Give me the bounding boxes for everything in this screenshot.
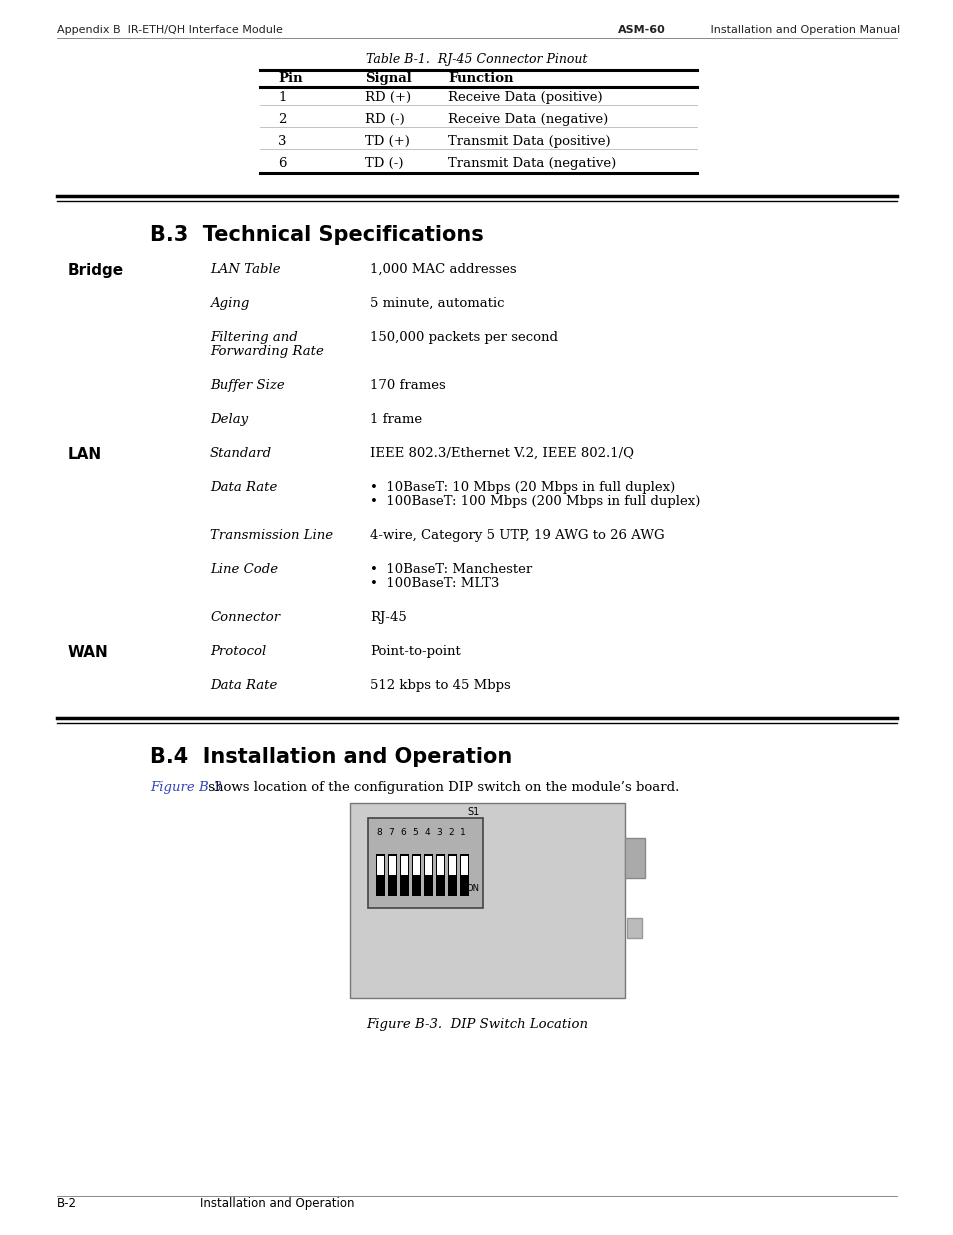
Text: S1: S1 <box>467 806 479 818</box>
Bar <box>389 856 395 876</box>
Text: Signal: Signal <box>365 72 412 85</box>
Bar <box>376 856 384 876</box>
Text: 6: 6 <box>277 157 286 170</box>
Text: Bridge: Bridge <box>68 263 124 278</box>
Text: B-2: B-2 <box>57 1197 77 1210</box>
Text: •  100BaseT: 100 Mbps (200 Mbps in full duplex): • 100BaseT: 100 Mbps (200 Mbps in full d… <box>370 495 700 508</box>
Text: 150,000 packets per second: 150,000 packets per second <box>370 331 558 345</box>
Text: LAN Table: LAN Table <box>210 263 280 275</box>
Text: 2: 2 <box>277 112 286 126</box>
Text: TD (-): TD (-) <box>365 157 403 170</box>
Text: Data Rate: Data Rate <box>210 480 277 494</box>
Bar <box>448 853 456 897</box>
Bar <box>436 856 443 876</box>
Bar <box>413 856 419 876</box>
Text: ASM-60: ASM-60 <box>618 25 665 35</box>
Bar <box>388 853 396 897</box>
Text: Point-to-point: Point-to-point <box>370 645 460 658</box>
Text: 1: 1 <box>277 91 286 104</box>
Bar <box>624 839 644 878</box>
Text: RJ-45: RJ-45 <box>370 611 406 624</box>
Text: •  100BaseT: MLT3: • 100BaseT: MLT3 <box>370 577 498 590</box>
Text: Transmission Line: Transmission Line <box>210 529 333 542</box>
Text: Installation and Operation: Installation and Operation <box>200 1197 355 1210</box>
Text: B.3  Technical Specifications: B.3 Technical Specifications <box>150 225 483 245</box>
Text: Buffer Size: Buffer Size <box>210 379 284 391</box>
Text: 1: 1 <box>459 827 465 837</box>
Text: 3: 3 <box>436 827 441 837</box>
Text: Figure B-3.  DIP Switch Location: Figure B-3. DIP Switch Location <box>366 1018 587 1031</box>
Text: Pin: Pin <box>277 72 302 85</box>
Text: 5 minute, automatic: 5 minute, automatic <box>370 296 504 310</box>
Text: 3: 3 <box>277 135 286 148</box>
Text: 4: 4 <box>424 827 430 837</box>
Bar <box>424 856 432 876</box>
Bar <box>368 818 482 908</box>
Text: B.4  Installation and Operation: B.4 Installation and Operation <box>150 747 512 767</box>
Text: TD (+): TD (+) <box>365 135 410 148</box>
Text: Function: Function <box>448 72 513 85</box>
Text: Appendix B  IR-ETH/QH Interface Module: Appendix B IR-ETH/QH Interface Module <box>57 25 283 35</box>
Text: Delay: Delay <box>210 412 248 426</box>
Text: 8: 8 <box>375 827 381 837</box>
Text: Installation and Operation Manual: Installation and Operation Manual <box>706 25 899 35</box>
Text: shows location of the configuration DIP switch on the module’s board.: shows location of the configuration DIP … <box>204 781 679 794</box>
Text: ON: ON <box>467 884 479 893</box>
Text: 2: 2 <box>448 827 454 837</box>
Text: WAN: WAN <box>68 645 109 659</box>
Text: 1,000 MAC addresses: 1,000 MAC addresses <box>370 263 517 275</box>
Bar <box>375 853 385 897</box>
Text: Standard: Standard <box>210 447 272 459</box>
Text: 6: 6 <box>399 827 405 837</box>
Bar <box>460 856 468 876</box>
Text: Data Rate: Data Rate <box>210 679 277 692</box>
Text: Aging: Aging <box>210 296 249 310</box>
Bar <box>449 856 456 876</box>
Text: Table B-1.  RJ-45 Connector Pinout: Table B-1. RJ-45 Connector Pinout <box>366 53 587 65</box>
Text: 4-wire, Category 5 UTP, 19 AWG to 26 AWG: 4-wire, Category 5 UTP, 19 AWG to 26 AWG <box>370 529 664 542</box>
Text: 512 kbps to 45 Mbps: 512 kbps to 45 Mbps <box>370 679 510 692</box>
Bar <box>412 853 420 897</box>
Bar <box>400 856 408 876</box>
Text: Forwarding Rate: Forwarding Rate <box>210 345 323 358</box>
Text: Transmit Data (negative): Transmit Data (negative) <box>448 157 616 170</box>
Text: IEEE 802.3/Ethernet V.2, IEEE 802.1/Q: IEEE 802.3/Ethernet V.2, IEEE 802.1/Q <box>370 447 634 459</box>
Text: 170 frames: 170 frames <box>370 379 445 391</box>
Text: Line Code: Line Code <box>210 563 278 576</box>
Bar <box>459 853 469 897</box>
Text: Connector: Connector <box>210 611 280 624</box>
Text: 5: 5 <box>412 827 417 837</box>
Text: RD (-): RD (-) <box>365 112 404 126</box>
Bar <box>399 853 409 897</box>
Text: LAN: LAN <box>68 447 102 462</box>
Text: RD (+): RD (+) <box>365 91 411 104</box>
Text: 7: 7 <box>388 827 394 837</box>
Text: •  10BaseT: 10 Mbps (20 Mbps in full duplex): • 10BaseT: 10 Mbps (20 Mbps in full dupl… <box>370 480 675 494</box>
Text: Receive Data (negative): Receive Data (negative) <box>448 112 608 126</box>
Bar <box>350 803 624 998</box>
Text: Filtering and: Filtering and <box>210 331 297 345</box>
Text: Protocol: Protocol <box>210 645 266 658</box>
Text: Figure B-3: Figure B-3 <box>150 781 222 794</box>
Bar <box>626 918 641 939</box>
Text: 1 frame: 1 frame <box>370 412 421 426</box>
Text: •  10BaseT: Manchester: • 10BaseT: Manchester <box>370 563 532 576</box>
Bar <box>436 853 444 897</box>
Bar <box>423 853 433 897</box>
Text: Transmit Data (positive): Transmit Data (positive) <box>448 135 610 148</box>
Text: Receive Data (positive): Receive Data (positive) <box>448 91 602 104</box>
